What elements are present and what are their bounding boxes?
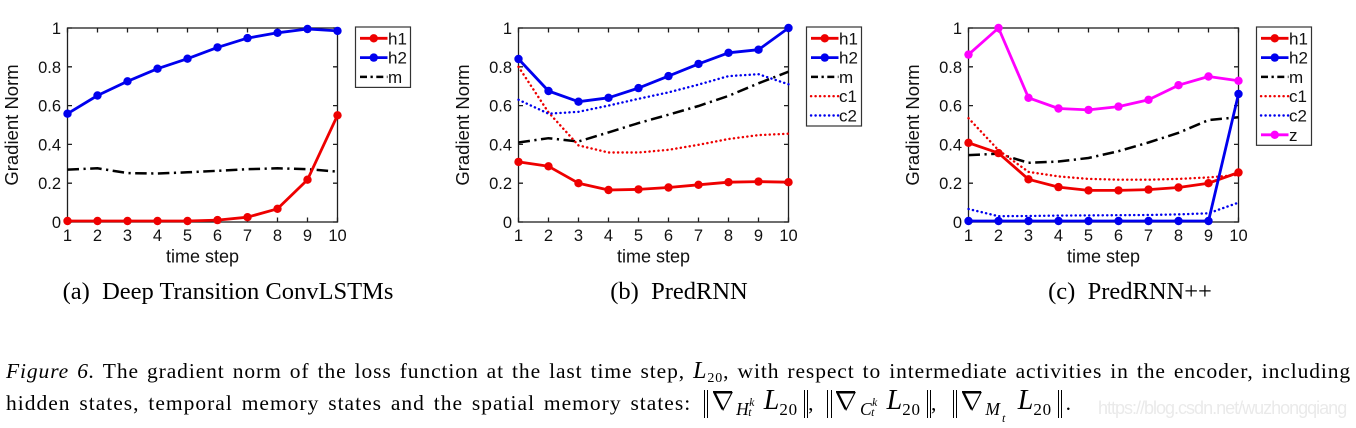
svg-text:c1: c1 <box>1289 87 1307 106</box>
svg-text:h2: h2 <box>388 49 407 68</box>
svg-text:4: 4 <box>1054 227 1063 245</box>
svg-text:h2: h2 <box>839 49 858 68</box>
svg-text:Gradient Norm: Gradient Norm <box>452 64 473 185</box>
svg-text:c1: c1 <box>839 87 857 106</box>
svg-text:0.2: 0.2 <box>489 175 512 193</box>
svg-text:0.8: 0.8 <box>939 59 962 77</box>
svg-text:1: 1 <box>964 227 973 245</box>
svg-text:1: 1 <box>503 20 512 38</box>
svg-text:h1: h1 <box>1289 29 1308 48</box>
svg-text:9: 9 <box>1204 227 1213 245</box>
svg-text:10: 10 <box>328 227 346 245</box>
svg-text:0: 0 <box>52 214 61 232</box>
svg-text:3: 3 <box>123 227 132 245</box>
svg-text:1: 1 <box>514 227 523 245</box>
svg-text:5: 5 <box>1084 227 1093 245</box>
svg-text:time step: time step <box>617 247 690 267</box>
svg-text:10: 10 <box>1229 227 1247 245</box>
svg-text:5: 5 <box>634 227 643 245</box>
svg-text:4: 4 <box>604 227 613 245</box>
svg-text:8: 8 <box>724 227 733 245</box>
svg-text:0: 0 <box>953 214 962 232</box>
svg-text:0.6: 0.6 <box>489 98 512 116</box>
svg-text:5: 5 <box>183 227 192 245</box>
svg-text:4: 4 <box>153 227 162 245</box>
svg-text:0: 0 <box>503 214 512 232</box>
svg-text:m: m <box>839 68 853 87</box>
svg-text:6: 6 <box>664 227 673 245</box>
svg-text:3: 3 <box>574 227 583 245</box>
svg-text:1: 1 <box>52 20 61 38</box>
svg-text:7: 7 <box>1144 227 1153 245</box>
svg-text:0.4: 0.4 <box>38 136 61 154</box>
svg-text:6: 6 <box>1114 227 1123 245</box>
svg-text:1: 1 <box>953 20 962 38</box>
svg-text:0.6: 0.6 <box>939 98 962 116</box>
svg-text:Gradient Norm: Gradient Norm <box>902 64 923 185</box>
svg-text:h2: h2 <box>1289 49 1308 68</box>
svg-text:time step: time step <box>1067 247 1140 267</box>
svg-text:10: 10 <box>779 227 797 245</box>
svg-text:m: m <box>388 68 402 87</box>
svg-text:0.6: 0.6 <box>38 98 61 116</box>
svg-text:0.4: 0.4 <box>939 136 962 154</box>
svg-text:1: 1 <box>63 227 72 245</box>
svg-text:c2: c2 <box>839 107 857 126</box>
svg-text:8: 8 <box>1174 227 1183 245</box>
svg-text:9: 9 <box>303 227 312 245</box>
svg-text:9: 9 <box>754 227 763 245</box>
svg-text:m: m <box>1289 68 1303 87</box>
svg-text:7: 7 <box>243 227 252 245</box>
svg-text:0.4: 0.4 <box>489 136 512 154</box>
svg-text:2: 2 <box>544 227 553 245</box>
svg-text:c2: c2 <box>1289 107 1307 126</box>
svg-text:0.8: 0.8 <box>38 59 61 77</box>
svg-text:6: 6 <box>213 227 222 245</box>
svg-text:z: z <box>1289 126 1298 145</box>
svg-text:h1: h1 <box>839 29 858 48</box>
svg-text:Gradient Norm: Gradient Norm <box>1 64 22 185</box>
svg-text:h1: h1 <box>388 29 407 48</box>
svg-text:time step: time step <box>166 247 239 267</box>
svg-text:7: 7 <box>694 227 703 245</box>
svg-text:3: 3 <box>1024 227 1033 245</box>
svg-text:0.2: 0.2 <box>38 175 61 193</box>
svg-text:2: 2 <box>93 227 102 245</box>
svg-text:0.2: 0.2 <box>939 175 962 193</box>
svg-text:0.8: 0.8 <box>489 59 512 77</box>
svg-text:8: 8 <box>273 227 282 245</box>
svg-text:2: 2 <box>994 227 1003 245</box>
